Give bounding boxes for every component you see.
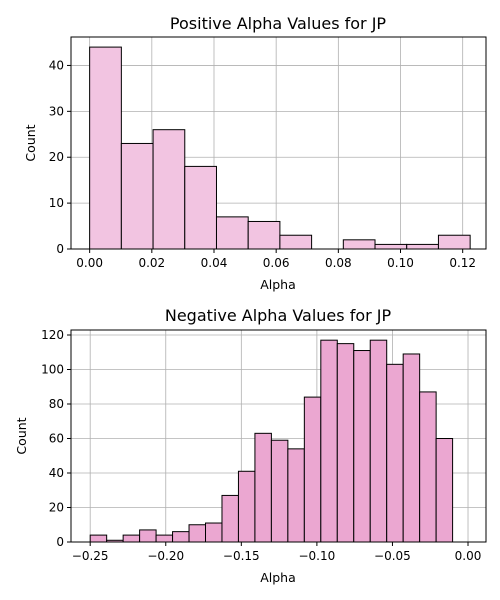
histogram-bar <box>221 494 239 543</box>
y-axis-ticks: 0 10 20 30 40 <box>49 58 71 256</box>
plot-frame <box>70 329 487 543</box>
histogram-bar <box>254 432 272 543</box>
y-axis-ticks: 0 20 40 60 80 100 120 <box>41 328 71 549</box>
y-tick-label: 120 <box>41 328 64 342</box>
histogram-bar <box>402 353 421 543</box>
histogram-bars <box>89 339 454 543</box>
x-tick-label: 0.00 <box>76 256 103 270</box>
histogram-bar <box>287 448 305 543</box>
histogram-bar <box>320 339 338 543</box>
chart-title: Negative Alpha Values for JP <box>165 306 392 325</box>
histogram-bar <box>89 46 122 250</box>
x-tick-label: 0.06 <box>263 256 290 270</box>
y-tick-label: 30 <box>49 104 64 118</box>
histogram-bar <box>406 243 439 250</box>
histogram-bar <box>435 438 454 543</box>
x-tick-label: −0.25 <box>72 549 109 563</box>
x-tick-label: 0.12 <box>449 256 476 270</box>
negative-alpha-histogram: Negative Alpha Values for JP Alpha Count… <box>14 306 487 585</box>
histogram-bar <box>336 343 355 543</box>
x-tick-label: −0.15 <box>223 549 260 563</box>
y-tick-label: 0 <box>56 242 64 256</box>
histogram-bar <box>120 142 154 250</box>
grid-lines <box>71 37 486 250</box>
histogram-bar <box>369 339 388 543</box>
y-tick-label: 10 <box>49 196 64 210</box>
histogram-bar <box>184 165 217 250</box>
x-tick-label: −0.10 <box>298 549 335 563</box>
x-axis-ticks: −0.25 −0.20 −0.15 −0.10 −0.05 0.00 <box>72 542 482 563</box>
chart-title: Positive Alpha Values for JP <box>170 14 387 33</box>
x-tick-label: 0.02 <box>138 256 165 270</box>
y-tick-label: 80 <box>49 397 64 411</box>
y-tick-label: 60 <box>49 432 64 446</box>
y-tick-label: 0 <box>56 535 64 549</box>
y-axis-label: Count <box>23 124 38 161</box>
histogram-bar <box>419 391 437 543</box>
histogram-bar <box>152 129 186 250</box>
histogram-bar <box>353 350 371 543</box>
y-tick-label: 20 <box>49 150 64 164</box>
x-tick-label: 0.04 <box>201 256 228 270</box>
positive-alpha-histogram: Positive Alpha Values for JP Alpha Count… <box>23 14 487 292</box>
x-axis-ticks: 0.00 0.02 0.04 0.06 0.08 0.10 0.12 <box>76 249 476 270</box>
histogram-bar <box>279 234 313 250</box>
y-tick-label: 40 <box>49 58 64 72</box>
histogram-bar <box>155 534 174 543</box>
histogram-bar <box>139 529 157 543</box>
histogram-bar <box>188 524 207 543</box>
x-axis-label: Alpha <box>260 277 296 292</box>
y-tick-label: 40 <box>49 466 64 480</box>
y-axis-label: Count <box>14 417 29 454</box>
histogram-bar <box>374 243 408 250</box>
x-tick-label: −0.05 <box>374 549 411 563</box>
y-tick-label: 20 <box>49 501 64 515</box>
x-tick-label: −0.20 <box>147 549 184 563</box>
histogram-bar <box>89 534 108 543</box>
histogram-bar <box>270 439 289 543</box>
histogram-bar <box>205 522 223 543</box>
x-tick-label: 0.10 <box>387 256 414 270</box>
x-axis-label: Alpha <box>260 570 296 585</box>
x-tick-label: 0.00 <box>455 549 482 563</box>
histogram-bars <box>89 46 471 250</box>
histogram-bar <box>122 534 141 543</box>
histogram-bar <box>247 220 281 250</box>
histogram-bar <box>386 363 404 543</box>
histogram-bar <box>172 531 190 543</box>
histogram-bar <box>215 216 249 250</box>
histogram-bar <box>437 234 471 250</box>
histogram-bar <box>303 396 322 543</box>
histogram-bar <box>237 470 256 543</box>
plot-frame <box>70 36 487 250</box>
x-tick-label: 0.08 <box>325 256 352 270</box>
y-tick-label: 100 <box>41 363 64 377</box>
histogram-bar <box>342 239 376 250</box>
